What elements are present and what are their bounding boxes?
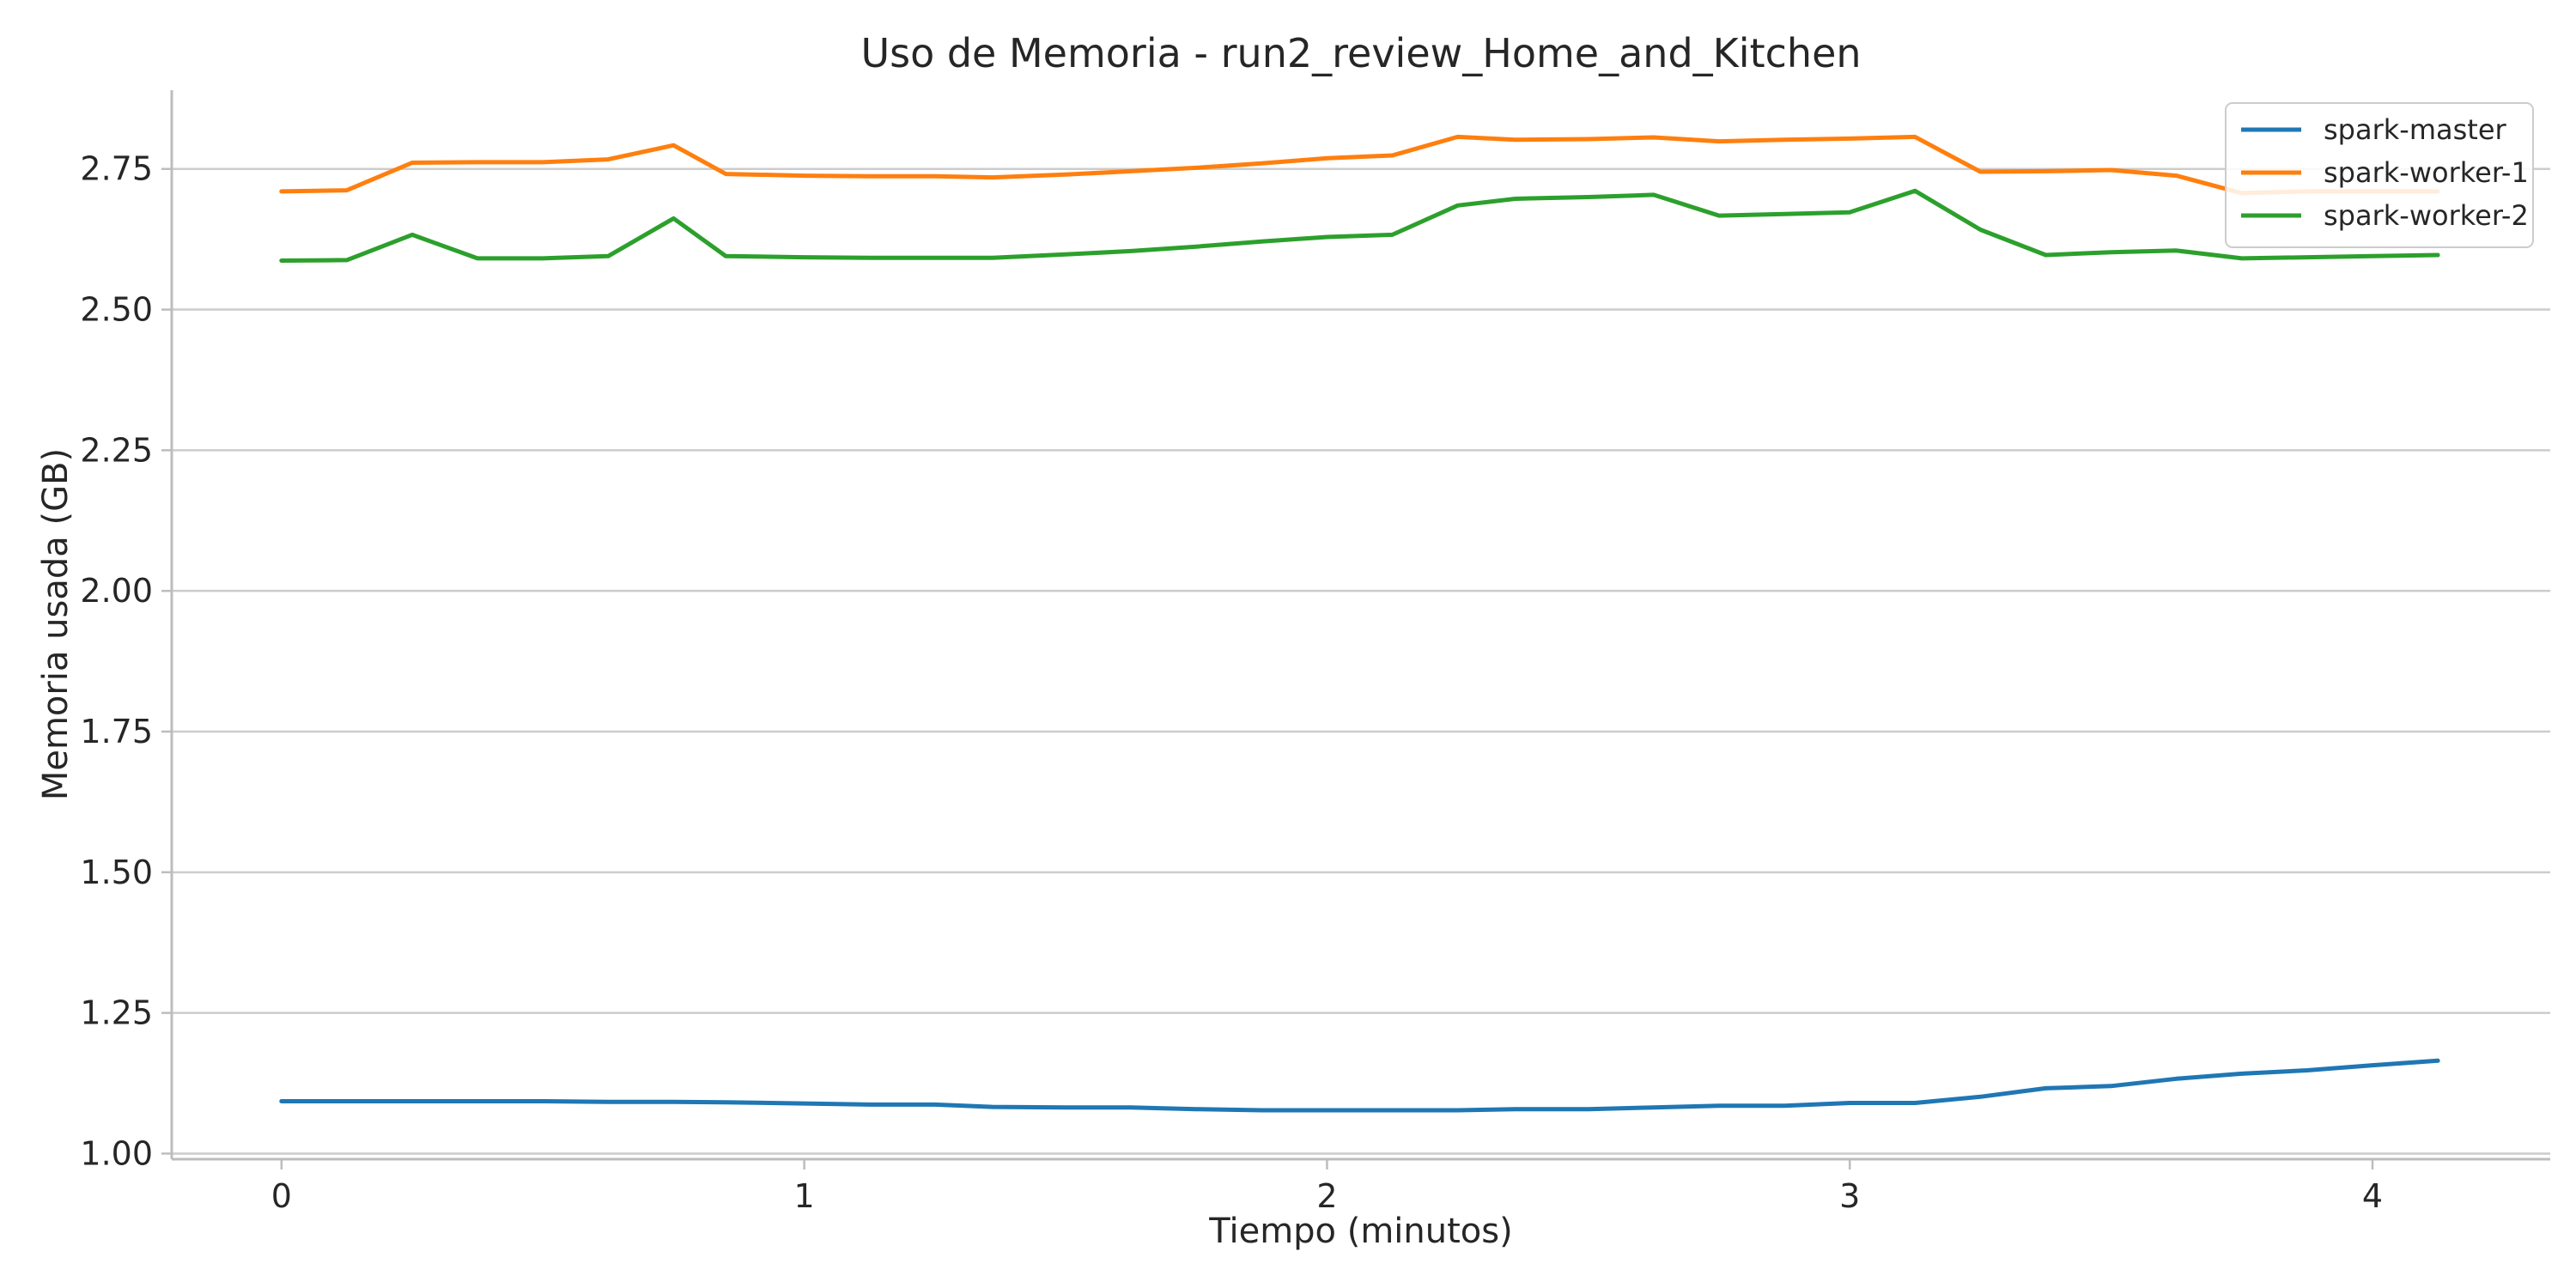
legend-label-spark-worker-2: spark-worker-2 bbox=[2324, 199, 2529, 232]
series-line-spark-master bbox=[279, 1058, 2440, 1113]
x-axis-ticks: 0 1 2 3 4 bbox=[271, 1159, 2383, 1215]
legend-label-spark-master: spark-master bbox=[2324, 113, 2507, 146]
x-tick-label: 2 bbox=[1316, 1177, 1337, 1215]
series-lines bbox=[279, 134, 2440, 1113]
x-tick-label: 4 bbox=[2362, 1177, 2383, 1215]
x-tick-label: 0 bbox=[271, 1177, 292, 1215]
x-axis-label: Tiempo (minutos) bbox=[1208, 1212, 1512, 1251]
legend-label-spark-worker-1: spark-worker-1 bbox=[2324, 156, 2529, 189]
y-tick-label: 2.00 bbox=[80, 572, 153, 610]
y-tick-label: 1.50 bbox=[80, 854, 153, 891]
series-line-spark-worker-2 bbox=[279, 188, 2440, 263]
y-tick-label: 1.00 bbox=[80, 1134, 153, 1172]
y-axis-ticks: 1.00 1.25 1.50 1.75 2.00 2.25 2.50 2.75 bbox=[80, 150, 172, 1172]
y-tick-label: 2.75 bbox=[80, 150, 153, 188]
x-tick-label: 1 bbox=[794, 1177, 815, 1215]
legend-frame bbox=[2225, 102, 2534, 248]
y-tick-label: 1.25 bbox=[80, 994, 153, 1032]
y-axis-label: Memoria usada (GB) bbox=[36, 448, 76, 800]
y-tick-label: 2.25 bbox=[80, 431, 153, 469]
y-tick-label: 1.75 bbox=[80, 713, 153, 750]
legend: spark-master spark-worker-1 spark-worker-2 bbox=[2225, 102, 2534, 248]
x-tick-label: 3 bbox=[1839, 1177, 1860, 1215]
series-line-spark-worker-1 bbox=[279, 134, 2440, 196]
y-gridlines bbox=[172, 167, 2550, 1155]
y-tick-label: 2.50 bbox=[80, 291, 153, 329]
chart-title: Uso de Memoria - run2_review_Home_and_Ki… bbox=[860, 30, 1861, 76]
